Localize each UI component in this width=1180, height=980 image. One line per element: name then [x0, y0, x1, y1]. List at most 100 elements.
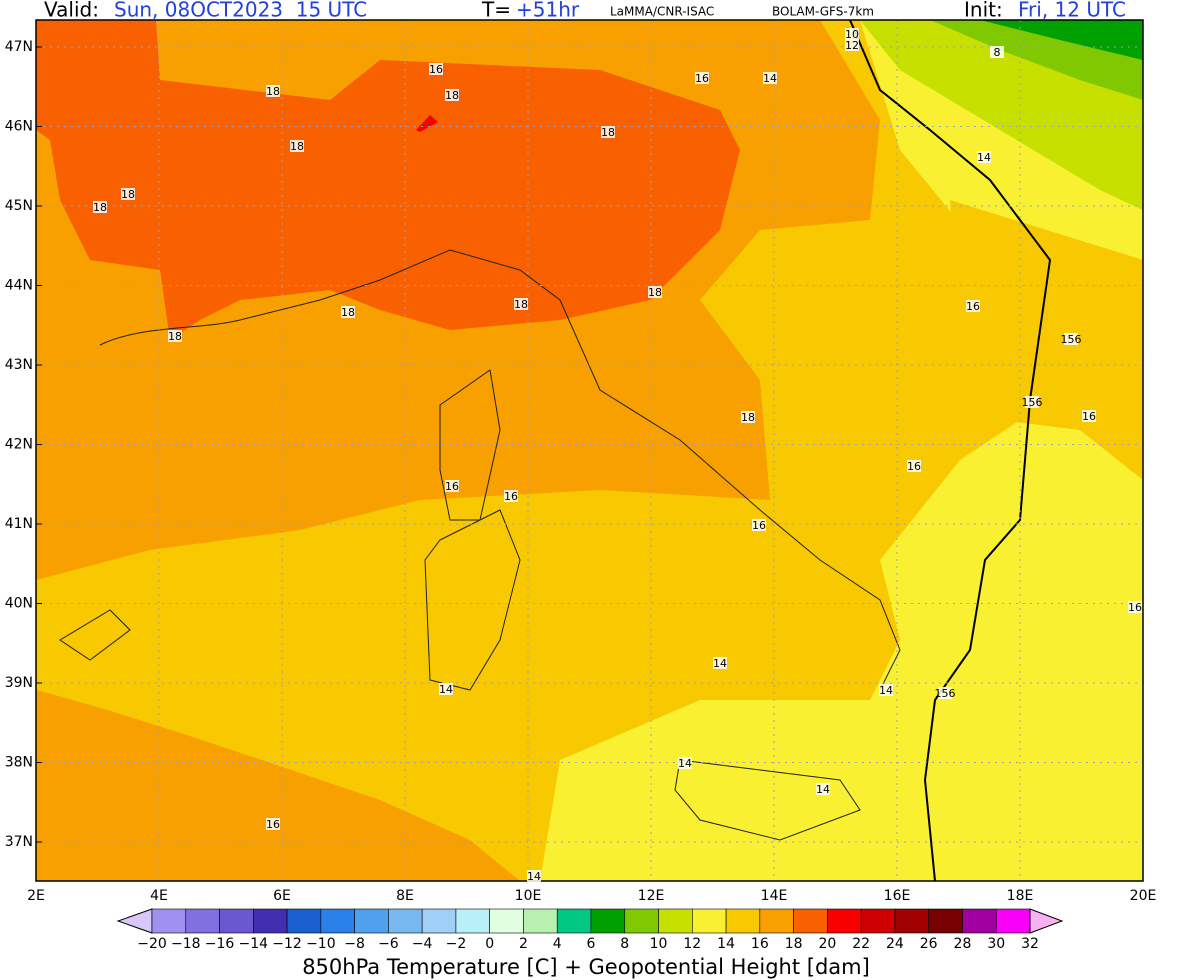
colorbar-tick: 2: [519, 936, 528, 952]
forecast-hour: +51hr: [516, 0, 580, 22]
colorbar-box: [286, 908, 322, 934]
colorbar-box: [928, 908, 963, 934]
colorbar-box: [455, 908, 490, 934]
colorbar-box: [894, 908, 929, 934]
contour-label: 10: [845, 28, 859, 41]
contour-label-bg: [977, 151, 991, 163]
contour-label: 16: [429, 63, 443, 76]
contour-label: 14: [527, 870, 541, 883]
lat-label: 39N: [5, 675, 33, 691]
contour-label: 156: [935, 687, 956, 700]
contour-label-bg: [445, 480, 459, 492]
source: LaMMA/CNR-ISAC: [610, 5, 714, 19]
init-time: Fri, 12 UTC: [1018, 0, 1126, 22]
colorbar-tick: 10: [650, 936, 668, 952]
colorbar-box: [759, 908, 794, 934]
map-area: [36, 19, 1143, 882]
contour-label-bg: [713, 657, 727, 669]
colorbar-box: [253, 908, 288, 934]
contour-label: 18: [266, 85, 280, 98]
lat-label: 46N: [5, 119, 33, 135]
contour-label-bg: [93, 201, 107, 213]
colorbar-tick: 12: [683, 936, 701, 952]
contour-label: 14: [763, 72, 777, 85]
lat-label: 44N: [5, 278, 33, 294]
colorbar-tick: −20: [137, 936, 167, 952]
contour-label: 18: [290, 140, 304, 153]
colorbar-box: [354, 908, 389, 934]
colorbar-title: 850hPa Temperature [C] + Geopotential He…: [302, 955, 870, 979]
contour-label-bg: [1064, 333, 1078, 345]
contour-label-bg: [514, 298, 528, 310]
colorbar-box: [590, 908, 626, 934]
contour-label-bg: [429, 63, 443, 75]
lon-label: 12E: [638, 888, 665, 904]
lat-label: 38N: [5, 755, 33, 771]
colorbar-tick: 24: [886, 936, 904, 952]
lat-label: 47N: [5, 39, 33, 55]
colorbar-tick: 20: [818, 936, 836, 952]
contour-label: 18: [445, 89, 459, 102]
colorbar-box: [151, 908, 187, 934]
lon-label: 2E: [27, 888, 45, 904]
band-8: [980, 20, 1143, 60]
contour-label: 18: [514, 298, 528, 311]
contour-label-bg: [121, 188, 135, 200]
contour-label-bg: [678, 757, 692, 769]
colorbar-tick: 4: [553, 936, 562, 952]
contour-label: 16: [695, 72, 709, 85]
contour-label: 14: [977, 151, 991, 164]
contour-label: 14: [678, 757, 692, 770]
contour-label-bg: [990, 46, 1004, 58]
colorbar-box: [725, 908, 761, 934]
colorbar-box: [860, 908, 896, 934]
contour-label: 18: [121, 188, 135, 201]
contour-label: 16: [1128, 601, 1142, 614]
colorbar-box: [185, 908, 220, 934]
lon-label: 20E: [1130, 888, 1157, 904]
colorbar-tick: 18: [785, 936, 803, 952]
valid-time: Sun, 08OCT2023 15 UTC: [114, 0, 367, 22]
lon-label: 8E: [396, 888, 414, 904]
contour-label-bg: [439, 683, 453, 695]
contour-label-bg: [845, 39, 859, 51]
colorbar-tick: −14: [239, 936, 269, 952]
contour-label-bg: [752, 519, 766, 531]
contour-label: 16: [966, 300, 980, 313]
contour-label-bg: [845, 28, 859, 40]
colorbar-tick: −16: [205, 936, 235, 952]
colorbar-box: [624, 908, 659, 934]
colorbar-tick: 26: [920, 936, 938, 952]
colorbar-tick: 28: [954, 936, 972, 952]
colorbar-tick: 16: [751, 936, 769, 952]
contour-label: 14: [713, 657, 727, 670]
contour-label: 18: [601, 126, 615, 139]
colorbar-tick: −4: [412, 936, 433, 952]
contour-label: 8: [994, 46, 1001, 59]
contour-label-bg: [504, 490, 518, 502]
init-label: Init:: [964, 0, 1003, 22]
contour-label-bg: [290, 140, 304, 152]
contour-label: 16: [907, 460, 921, 473]
contour-label-bg: [1025, 396, 1039, 408]
contour-label: 14: [439, 683, 453, 696]
contour-label: 16: [504, 490, 518, 503]
contour-label-bg: [816, 783, 830, 795]
contour-label-bg: [938, 687, 952, 699]
contour-label-bg: [341, 306, 355, 318]
contour-label: 16: [1082, 410, 1096, 423]
colorbar-box: [219, 908, 254, 934]
lon-label: 4E: [150, 888, 168, 904]
contour-label: 156: [1061, 333, 1082, 346]
forecast-hour-label: T=: [481, 0, 511, 22]
contour-label-bg: [879, 684, 893, 696]
lat-label: 40N: [5, 596, 33, 612]
colorbar-box: [489, 908, 524, 934]
contour-label: 18: [168, 330, 182, 343]
colorbar-box: [827, 908, 862, 934]
contour-label: 156: [1022, 396, 1043, 409]
contour-label-bg: [648, 286, 662, 298]
contour-label-bg: [266, 85, 280, 97]
lon-label: 14E: [761, 888, 788, 904]
